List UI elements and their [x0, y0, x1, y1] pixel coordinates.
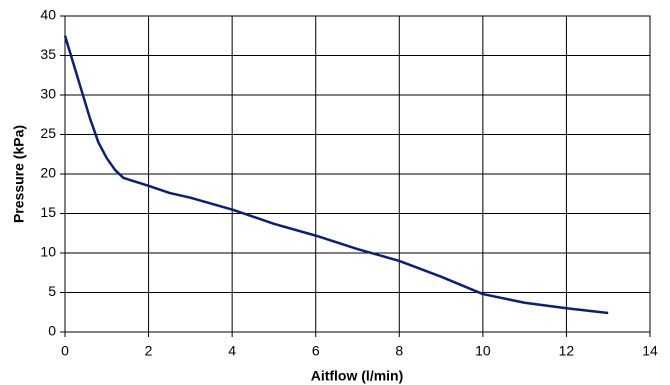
x-tick-label: 2	[145, 343, 153, 359]
x-tick-label: 0	[61, 343, 69, 359]
plot-border	[64, 15, 651, 333]
y-tick-label: 5	[48, 283, 56, 299]
y-tick-label: 30	[40, 86, 56, 102]
data-line	[63, 35, 609, 315]
y-tick-label: 15	[40, 204, 56, 220]
y-axis-label: Pressure (kPa)	[11, 125, 27, 223]
x-tick-label: 8	[395, 343, 403, 359]
x-tick-label: 14	[642, 343, 658, 359]
x-tick-label: 12	[559, 343, 575, 359]
y-tick-label: 25	[40, 125, 56, 141]
y-tick-label: 10	[40, 244, 56, 260]
x-tick-label: 4	[228, 343, 236, 359]
y-tick-label: 0	[48, 323, 56, 339]
x-tick-label: 6	[312, 343, 320, 359]
x-axis-label: Aitflow (l/min)	[311, 368, 404, 384]
y-tick-label: 40	[40, 7, 56, 23]
x-tick-label: 10	[475, 343, 491, 359]
y-tick-label: 35	[40, 46, 56, 62]
y-tick-label: 20	[40, 165, 56, 181]
